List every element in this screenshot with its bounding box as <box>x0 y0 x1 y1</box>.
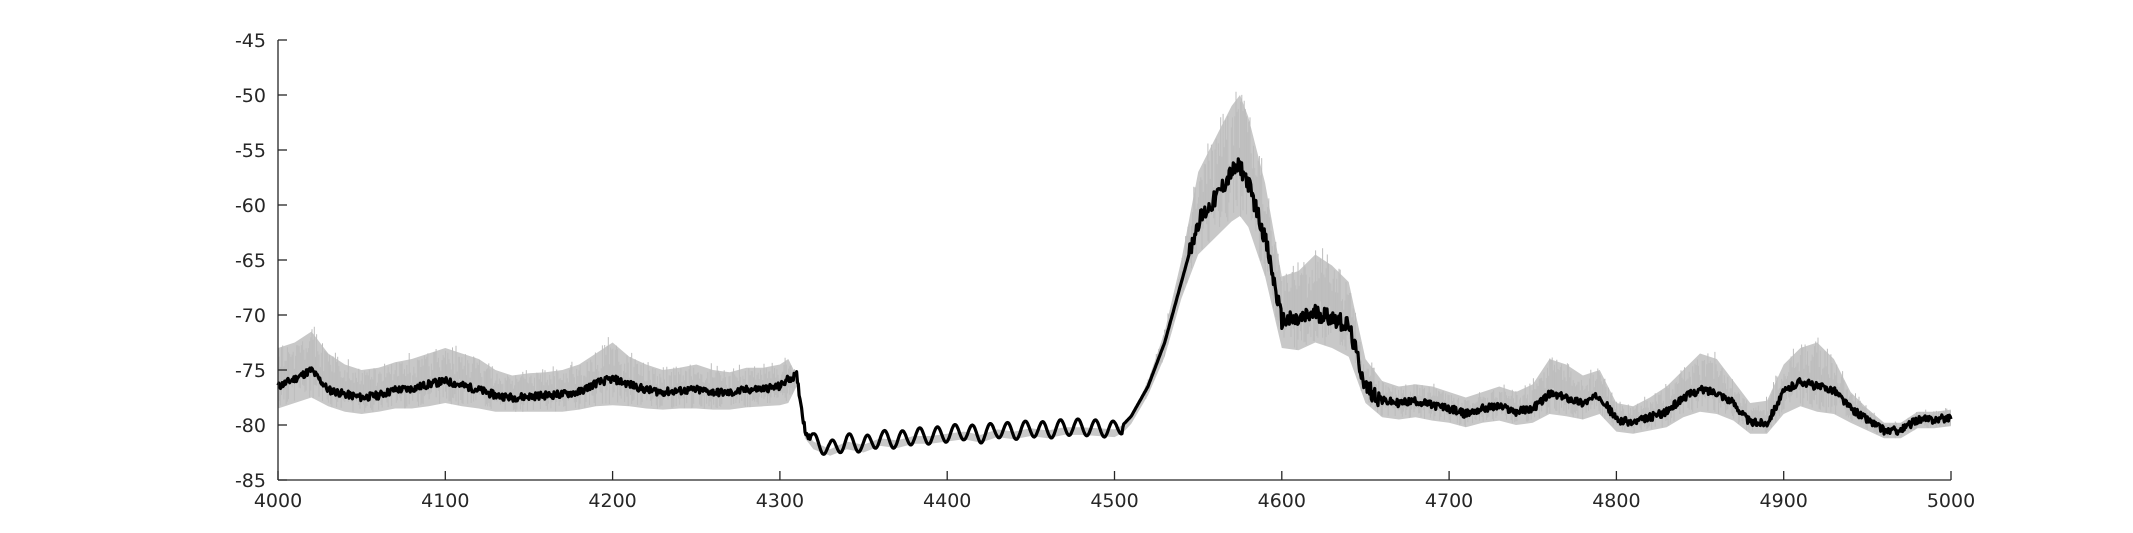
spread-noise <box>277 91 1951 439</box>
y-tick-label: -75 <box>235 360 266 382</box>
spread-band <box>278 95 1951 456</box>
x-tick-label: 4400 <box>923 490 971 512</box>
x-tick-label: 4900 <box>1760 490 1808 512</box>
x-tick-label: 4500 <box>1090 490 1138 512</box>
plot-area <box>276 91 1953 456</box>
y-tick-label: -45 <box>235 30 266 52</box>
y-tick-label: -65 <box>235 250 266 272</box>
x-tick-label: 4300 <box>756 490 804 512</box>
y-tick-label: -85 <box>235 470 266 492</box>
x-tick-label: 5000 <box>1927 490 1975 512</box>
y-tick-label: -60 <box>235 195 266 217</box>
y-tick-label: -70 <box>235 305 266 327</box>
mean-line <box>276 157 1953 456</box>
x-tick-label: 4000 <box>254 490 302 512</box>
x-tick-label: 4600 <box>1258 490 1306 512</box>
y-tick-label: -50 <box>235 85 266 107</box>
y-tick-label: -80 <box>235 415 266 437</box>
x-tick-label: 4700 <box>1425 490 1473 512</box>
x-tick-label: 4800 <box>1592 490 1640 512</box>
y-tick-label: -55 <box>235 140 266 162</box>
x-tick-label: 4200 <box>588 490 636 512</box>
x-tick-label: 4100 <box>421 490 469 512</box>
